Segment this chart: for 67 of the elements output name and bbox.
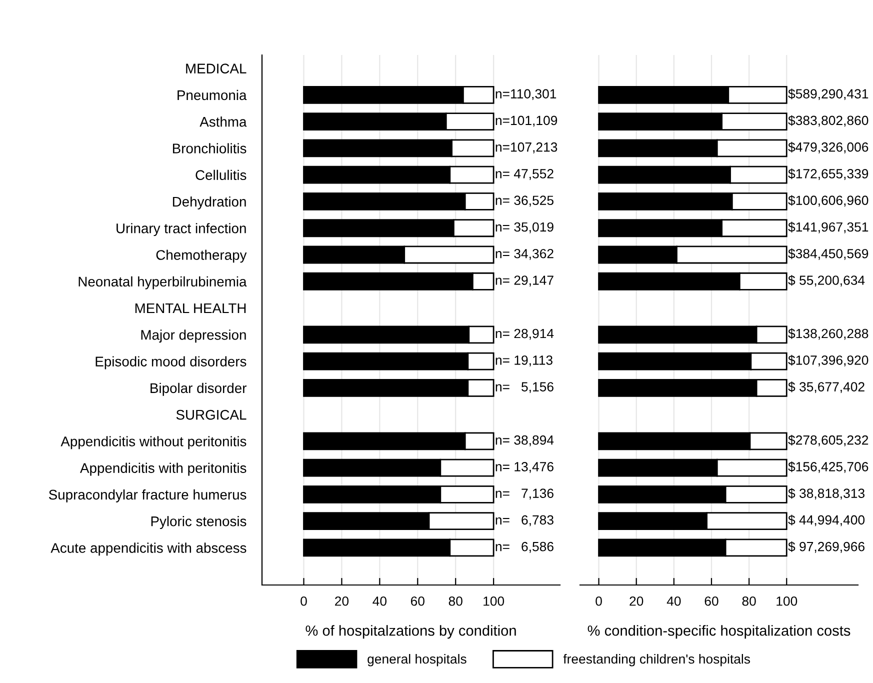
annotation: n=107,213 [496,142,558,154]
annotation: n= 5,156 [496,382,554,394]
annotation: n= 7,136 [496,488,554,500]
annotation: $107,396,920 [788,354,868,366]
annotation: $384,450,569 [788,248,868,260]
x-axis-title: % condition-specific hospitalization costs [588,625,850,639]
annotation: n= 6,586 [496,542,554,553]
x-tick-label: 100 [484,596,504,606]
x-tick-label: 0 [596,596,602,606]
y-tick-label: Bronchiolitis [172,143,246,154]
annotation: n= 47,552 [496,169,554,180]
y-tick-label: Major depression [141,330,246,343]
annotation: n=110,301 [496,89,556,100]
annotation: $141,967,351 [788,222,868,234]
annotation: n= 38,894 [496,435,554,446]
annotation: n= 34,362 [496,248,554,260]
legend-label: general hospitals [368,654,466,666]
annotation: n= 28,914 [496,328,554,340]
annotation: $589,290,431 [788,88,868,100]
annotation: n= 13,476 [496,462,554,473]
annotation: n= 36,525 [496,196,554,207]
annotation: n= 6,783 [496,515,554,526]
annotation: $ 35,677,402 [788,382,864,394]
annotation: $138,260,288 [788,328,868,340]
y-tick-label: Acute appendicitis with abscess [50,542,246,556]
y-tick-label: Asthma [200,116,247,127]
x-tick-label: 20 [335,596,349,606]
y-tick-label: MEDICAL [186,64,246,74]
y-tick-label: Dehydration [172,196,246,210]
x-tick-label: 20 [630,596,644,606]
y-tick-label: Cellulitis [196,170,246,180]
y-tick-label: Episodic mood disorders [96,356,246,370]
annotation: n=101,109 [496,116,558,127]
annotation: n= 19,113 [496,355,552,366]
annotation: $100,606,960 [788,195,868,207]
y-tick-label: Chemotherapy [156,250,247,263]
y-tick-label: MENTAL HEALTH [135,303,246,314]
annotation: $172,655,339 [788,168,868,180]
y-tick-label: Appendicitis with peritonitis [80,462,246,476]
annotation: $278,605,232 [788,434,868,446]
annotation: n= 35,019 [496,222,554,234]
annotation: n= 29,147 [496,276,554,286]
y-tick-label: Urinary tract infection [116,223,246,236]
x-tick-label: 40 [666,596,681,606]
x-tick-label: 0 [300,596,307,606]
y-tick-label: Neonatal hyperbilrubinemia [78,276,247,290]
y-tick-label: Supracondylar fracture humerus [48,489,246,502]
y-tick-label: Pneumonia [178,90,247,100]
x-tick-label: 80 [448,596,462,606]
y-tick-label: Bipolar disorder [150,382,246,396]
y-tick-label: Pyloric stenosis [151,516,246,529]
annotation: $ 55,200,634 [788,275,865,286]
legend-label: freestanding children's hospitals [563,654,750,666]
x-axis-title: % of hospitalzations by condition [306,625,516,639]
x-tick-label: 60 [410,596,424,606]
x-tick-label: 80 [742,596,756,606]
y-tick-label: SURGICAL [176,410,246,420]
annotation: $479,326,006 [788,142,868,154]
x-tick-label: 40 [372,596,387,606]
y-tick-label: Appendicitis without peritonitis [60,436,246,450]
annotation: $ 38,818,313 [788,488,864,500]
x-tick-label: 100 [776,596,798,606]
annotation: $383,802,860 [788,115,868,127]
x-tick-label: 60 [704,596,718,606]
annotation: $ 97,269,966 [788,541,864,553]
annotation: $156,425,706 [788,461,868,473]
annotation: $ 44,994,400 [788,514,865,526]
